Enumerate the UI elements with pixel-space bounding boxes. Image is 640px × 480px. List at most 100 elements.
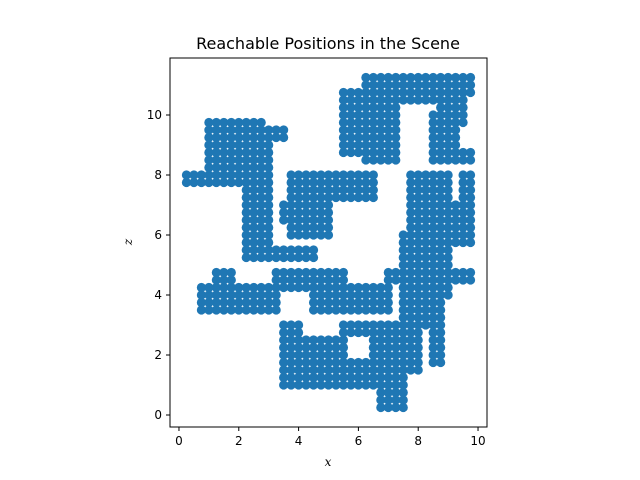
scatter-point (331, 192, 341, 203)
scatter-point (308, 252, 319, 263)
scatter-point (398, 335, 408, 345)
scatter-point (241, 207, 251, 218)
scatter-point (436, 200, 446, 210)
scatter-point (398, 245, 408, 255)
scatter-point (376, 125, 386, 135)
scatter-point (391, 80, 401, 90)
scatter-point (293, 342, 304, 353)
scatter-point (353, 110, 364, 120)
scatter-point (181, 177, 192, 188)
scatter-point (451, 207, 461, 218)
scatter-point (226, 147, 236, 158)
scatter-point (219, 305, 229, 315)
scatter-point (331, 335, 341, 345)
scatter-point (383, 267, 393, 278)
scatter-point (323, 207, 334, 218)
scatter-point (279, 215, 289, 225)
scatter-point (368, 372, 378, 383)
scatter-point (353, 305, 364, 315)
scatter-point (458, 72, 468, 83)
scatter-point (323, 230, 334, 240)
scatter-point (353, 140, 364, 150)
scatter-point (279, 207, 289, 218)
scatter-point (436, 222, 446, 233)
scatter-point (383, 342, 393, 353)
scatter-point (293, 192, 304, 203)
scatter-point (301, 267, 311, 278)
scatter-point (301, 215, 311, 225)
scatter-point (465, 72, 476, 83)
scatter-point (465, 177, 476, 188)
scatter-point (353, 282, 364, 293)
scatter-point (406, 297, 416, 308)
scatter-point (256, 245, 266, 255)
scatter-point (271, 267, 281, 278)
x-tick-label: 8 (414, 434, 422, 448)
scatter-point (353, 170, 364, 180)
scatter-point (323, 305, 334, 315)
scatter-point (413, 185, 423, 195)
scatter-point (436, 170, 446, 180)
scatter-point (308, 222, 319, 233)
scatter-point (376, 87, 386, 98)
scatter-point (406, 267, 416, 278)
scatter-point (413, 365, 423, 375)
scatter-point (398, 237, 408, 248)
scatter-point (383, 335, 393, 345)
scatter-point (421, 260, 431, 270)
scatter-point (264, 140, 274, 150)
scatter-point (301, 350, 311, 360)
scatter-point (241, 140, 251, 150)
scatter-point (301, 192, 311, 203)
scatter-point (368, 110, 378, 120)
scatter-point (428, 185, 438, 195)
scatter-point (443, 185, 453, 195)
scatter-point (443, 282, 453, 293)
scatter-point (249, 185, 259, 195)
scatter-point (413, 170, 423, 180)
scatter-point (346, 365, 356, 375)
scatter-point (338, 147, 349, 158)
scatter-point (338, 357, 349, 368)
scatter-point (443, 147, 453, 158)
scatter-point (376, 372, 386, 383)
scatter-point (308, 200, 319, 210)
scatter-point (443, 207, 453, 218)
scatter-point (413, 260, 423, 270)
scatter-point (234, 282, 244, 293)
scatter-point (301, 170, 311, 180)
scatter-point (338, 95, 349, 105)
scatter-point (316, 275, 326, 285)
scatter-point (308, 245, 319, 255)
scatter-point (376, 282, 386, 293)
scatter-point (204, 305, 214, 315)
scatter-point (256, 297, 266, 308)
scatter-point (458, 170, 468, 180)
scatter-point (338, 342, 349, 353)
scatter-point (353, 192, 364, 203)
scatter-point (398, 80, 408, 90)
scatter-point (279, 132, 289, 143)
scatter-point (391, 335, 401, 345)
scatter-point (443, 125, 453, 135)
scatter-point (436, 215, 446, 225)
scatter-point (361, 147, 371, 158)
scatter-point (316, 372, 326, 383)
scatter-point (241, 245, 251, 255)
scatter-point (436, 192, 446, 203)
scatter-point (346, 192, 356, 203)
scatter-point (264, 132, 274, 143)
scatter-point (346, 380, 356, 390)
scatter-point (204, 125, 214, 135)
scatter-point (331, 297, 341, 308)
scatter-point (383, 102, 393, 113)
scatter-point (338, 275, 349, 285)
scatter-point (338, 380, 349, 390)
scatter-point (436, 335, 446, 345)
scatter-point (451, 72, 461, 83)
scatter-point (346, 110, 356, 120)
scatter-point (219, 177, 229, 188)
scatter-point (421, 95, 431, 105)
scatter-point (286, 192, 296, 203)
scatter-point (436, 230, 446, 240)
